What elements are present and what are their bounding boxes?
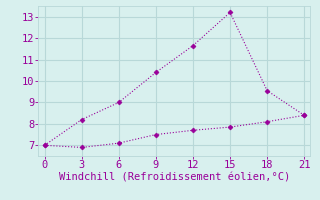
X-axis label: Windchill (Refroidissement éolien,°C): Windchill (Refroidissement éolien,°C): [59, 173, 290, 183]
